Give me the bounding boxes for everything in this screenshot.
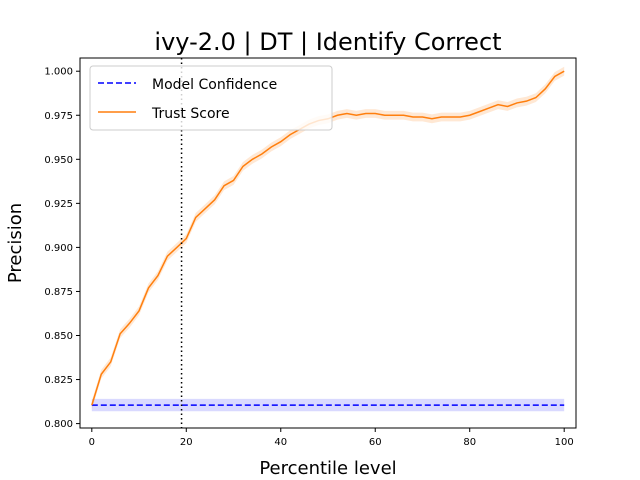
legend-label-model-confidence: Model Confidence: [152, 77, 277, 93]
y-tick-label-4: 0.900: [44, 243, 73, 254]
y-tick-label-7: 0.975: [44, 111, 73, 122]
x-tick-label-4: 80: [463, 437, 476, 448]
y-tick-label-8: 1.000: [44, 67, 73, 78]
legend-box: [89, 65, 333, 131]
axis-layer: 0 20 40 60 80 100 0.800 0.825 0.850 0.875 0.900 0.9…: [44, 67, 573, 448]
x-axis-title: Percentile level: [259, 458, 396, 479]
legend: Model Confidence Trust Score: [89, 65, 333, 131]
legend-label-trust-score: Trust Score: [151, 106, 230, 122]
x-tick-label-1: 20: [180, 437, 193, 448]
x-tick-label-2: 40: [274, 437, 287, 448]
y-tick-label-3: 0.875: [44, 287, 73, 298]
x-tick-label-5: 100: [555, 437, 574, 448]
y-tick-label-2: 0.850: [44, 331, 73, 342]
y-tick-label-6: 0.950: [44, 155, 73, 166]
y-tick-label-5: 0.925: [44, 199, 73, 210]
chart-title: ivy-2.0 | DT | Identify Correct: [154, 28, 501, 56]
y-axis-title: Precision: [5, 203, 26, 283]
y-tick-label-0: 0.800: [44, 419, 73, 430]
x-tick-label-3: 60: [369, 437, 382, 448]
plot-frame: [79, 57, 577, 429]
y-tick-label-1: 0.825: [44, 375, 73, 386]
x-tick-label-0: 0: [89, 437, 95, 448]
